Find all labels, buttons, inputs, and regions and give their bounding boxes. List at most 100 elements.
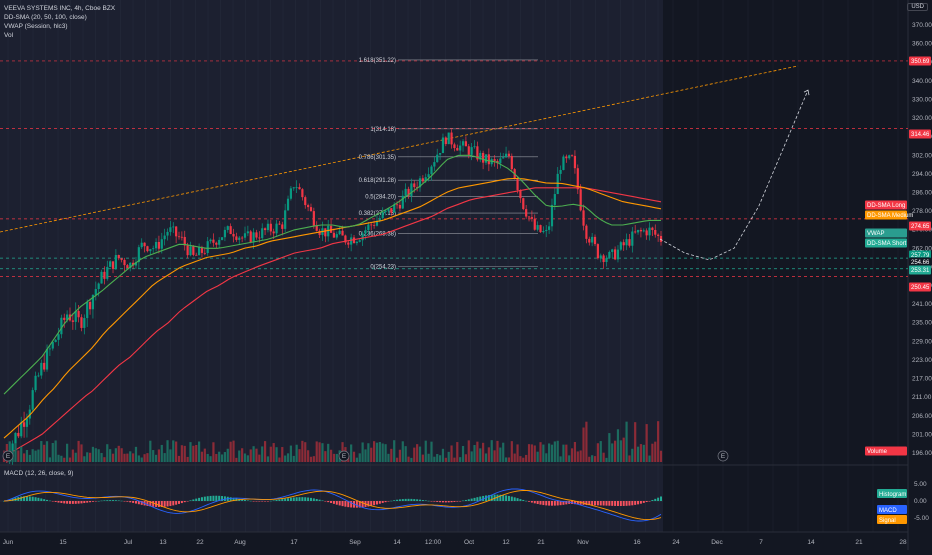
volume-bar [642, 444, 645, 462]
volume-bar [54, 440, 57, 462]
candle-body [309, 207, 313, 212]
candle-body [504, 153, 508, 158]
candle-body [74, 311, 77, 322]
volume-bar [146, 453, 149, 462]
candle-body [226, 226, 229, 230]
macd-histogram-bar [252, 501, 255, 502]
candle-body [361, 233, 364, 241]
macd-histogram-bar [312, 498, 315, 501]
candle-body [57, 334, 60, 340]
candle-body [192, 246, 195, 255]
volume-bar [45, 441, 49, 462]
y-tick-label: 217.00 [912, 376, 932, 383]
macd-histogram-bar [318, 499, 321, 501]
macd-histogram-bar [651, 499, 654, 501]
volume-bar [438, 455, 442, 462]
macd-histogram-bar [645, 501, 648, 503]
candle-body [591, 236, 594, 243]
volume-bar [659, 450, 663, 462]
candle-body [461, 141, 465, 146]
currency-button[interactable]: USD [907, 3, 928, 11]
x-tick-label: 28 [899, 539, 907, 546]
macd-histogram-bar [180, 501, 183, 504]
macd-histogram-bar [74, 501, 77, 504]
macd-histogram-bar [246, 500, 249, 501]
macd-histogram-bar [490, 494, 493, 501]
volume-bar [616, 429, 620, 462]
candle-body [657, 234, 660, 236]
macd-histogram-bar [301, 497, 304, 501]
x-tick-label: 16 [633, 539, 641, 546]
volume-bar [582, 427, 585, 462]
price-tag-label: 257.79 [911, 253, 930, 259]
macd-histogram-bar [358, 501, 361, 508]
candle-body [88, 301, 92, 310]
candle-body [659, 235, 663, 242]
candle-body [519, 189, 522, 199]
volume-bar [436, 454, 439, 462]
candle-body [613, 249, 617, 260]
volume-bar [550, 444, 554, 462]
volume-bar [298, 449, 301, 462]
volume-bar [493, 450, 496, 462]
volume-bar [373, 441, 376, 462]
volume-bar [175, 441, 178, 462]
earnings-marker [338, 450, 350, 462]
volume-bar [510, 441, 513, 462]
volume-bar [496, 440, 499, 462]
trendline [0, 65, 799, 233]
candle-body [109, 261, 112, 267]
volume-bar [479, 448, 482, 462]
volume-bar [327, 443, 330, 462]
macd-histogram-bar [350, 501, 353, 508]
x-tick-label: 12:00 [425, 539, 442, 546]
volume-bar [286, 453, 290, 462]
x-tick-label: 14 [393, 539, 401, 546]
volume-bar [410, 457, 413, 462]
volume-bar [390, 448, 393, 462]
volume-bar [579, 450, 582, 462]
candle-body [634, 231, 637, 233]
candle-body [527, 216, 531, 218]
candle-body [395, 204, 399, 206]
candle-body [407, 188, 410, 197]
candle-body [206, 241, 209, 254]
macd-histogram-bar [66, 501, 69, 504]
candle-body [209, 239, 212, 242]
macd-histogram-bar [404, 498, 407, 501]
volume-bar [395, 457, 399, 462]
volume-bar [68, 457, 72, 462]
candle-body [464, 141, 468, 147]
macd-histogram-bar [307, 497, 310, 501]
candle-body [338, 230, 341, 235]
candle-body [97, 283, 100, 290]
volume-bar [593, 456, 597, 462]
volume-bar [375, 442, 379, 462]
volume-bar [332, 453, 336, 462]
volume-bar [152, 450, 155, 462]
volume-bar [516, 444, 519, 462]
macd-histogram-bar [25, 496, 28, 501]
volume-bar [482, 442, 485, 462]
candle-body [126, 265, 129, 269]
macd-histogram-bar [427, 500, 430, 502]
candle-body [516, 178, 519, 190]
candle-body [622, 242, 625, 246]
candle-body [352, 237, 356, 244]
candle-body [289, 188, 292, 199]
macd-histogram-bar [48, 500, 51, 502]
macd-histogram-bar [192, 499, 195, 501]
macd-histogram-bar [195, 498, 198, 501]
candle-body [611, 249, 614, 252]
volume-bar [292, 455, 295, 462]
macd-histogram-bar [117, 500, 120, 501]
candle-body [358, 240, 361, 242]
macd-histogram-bar [660, 496, 662, 501]
volume-bar [352, 451, 356, 462]
candle-body [565, 156, 568, 159]
macd-histogram-bar [172, 501, 175, 506]
macd-histogram-bar [149, 501, 152, 507]
y-tick-label: 211.00 [912, 394, 932, 401]
